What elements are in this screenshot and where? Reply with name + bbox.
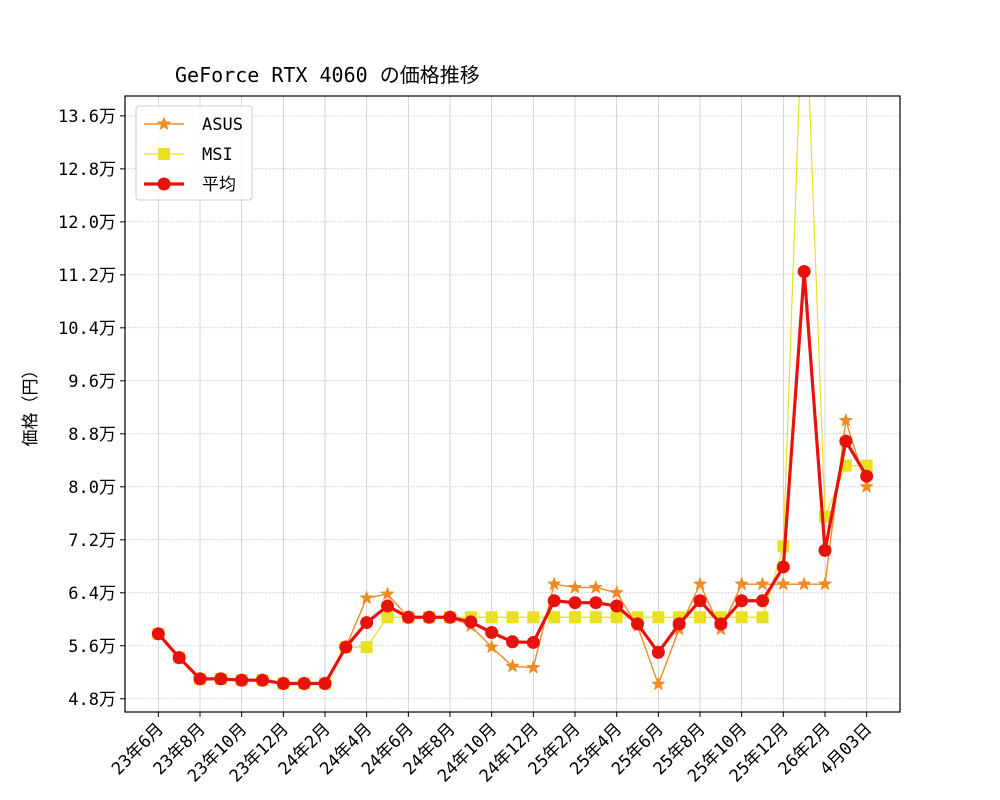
data-point — [443, 610, 457, 624]
series-star — [150, 412, 875, 691]
series-circle — [151, 265, 874, 691]
data-point — [672, 617, 686, 631]
data-point — [610, 611, 623, 624]
data-point — [610, 599, 624, 613]
y-tick-label: 4.8万 — [68, 690, 116, 710]
data-point — [548, 611, 561, 624]
data-point — [527, 611, 540, 624]
data-point — [588, 579, 604, 594]
data-point — [297, 677, 311, 691]
data-point — [567, 579, 583, 594]
y-tick-label: 10.4万 — [58, 319, 116, 339]
y-tick-label: 9.6万 — [68, 372, 116, 392]
data-point — [214, 672, 228, 686]
y-tick-label: 8.8万 — [68, 425, 116, 445]
data-point — [589, 596, 603, 610]
data-point — [360, 641, 373, 654]
data-point — [817, 576, 833, 591]
plot-frame — [124, 95, 901, 713]
data-point — [506, 635, 519, 649]
data-point — [506, 611, 519, 624]
legend: ASUS MSI 平均 — [135, 105, 253, 201]
y-tick-label: 6.4万 — [68, 584, 116, 604]
data-point — [422, 610, 436, 624]
data-point — [797, 265, 811, 279]
data-point — [631, 617, 644, 631]
grid-layer — [125, 96, 900, 712]
data-point — [151, 627, 165, 641]
y-tick-label: 5.6万 — [68, 637, 116, 657]
legend-label: 平均 — [202, 175, 236, 195]
data-point — [339, 640, 353, 654]
data-point — [485, 626, 499, 640]
data-point — [526, 635, 540, 649]
data-point — [318, 677, 332, 691]
data-point — [380, 586, 395, 601]
data-point — [360, 616, 374, 630]
data-point — [652, 611, 665, 624]
data-point — [838, 412, 854, 427]
data-point — [464, 615, 478, 629]
data-point — [359, 590, 375, 605]
data-point — [547, 594, 561, 608]
series-layer — [150, 96, 875, 691]
data-point — [735, 594, 749, 608]
data-point — [693, 594, 707, 608]
data-point — [651, 645, 665, 659]
data-point — [756, 594, 769, 608]
data-point — [755, 576, 770, 591]
data-point — [860, 469, 874, 483]
data-point — [775, 576, 791, 591]
data-point — [276, 677, 290, 691]
y-tick-label: 12.8万 — [58, 160, 116, 180]
data-point — [546, 576, 562, 591]
data-point — [589, 611, 602, 624]
y-tick-label: 7.2万 — [68, 531, 116, 551]
data-point — [484, 639, 500, 654]
data-point — [193, 672, 207, 686]
data-point — [505, 658, 520, 673]
legend-swatch-marker — [158, 148, 170, 160]
series-line — [157, 96, 867, 685]
data-point — [609, 585, 625, 600]
data-point — [235, 673, 249, 687]
data-point — [756, 611, 769, 624]
data-point — [381, 599, 394, 613]
data-point — [525, 659, 541, 674]
legend-box — [135, 105, 253, 201]
data-point — [694, 611, 706, 624]
data-point — [650, 676, 666, 691]
y-tick-label: 12.0万 — [58, 213, 116, 233]
y-axis-label: 価格（円） — [21, 362, 41, 447]
y-tick-label: 13.6万 — [58, 107, 116, 127]
data-point — [859, 479, 875, 494]
data-point — [485, 611, 498, 624]
legend-swatch-marker — [157, 177, 171, 191]
legend-label: MSI — [202, 145, 233, 165]
data-point — [172, 651, 186, 665]
data-point — [381, 611, 394, 624]
data-point — [568, 596, 582, 610]
data-point — [796, 576, 812, 591]
y-tick-label: 11.2万 — [58, 266, 116, 286]
data-point — [569, 611, 581, 624]
legend-label: ASUS — [202, 115, 243, 135]
data-point — [256, 673, 269, 687]
data-point — [839, 434, 853, 448]
y-tick-label: 8.0万 — [68, 478, 116, 498]
data-point — [714, 617, 728, 631]
chart-title: GeForce RTX 4060 の価格推移 — [175, 63, 480, 87]
data-point — [401, 610, 415, 624]
data-point — [692, 576, 708, 591]
data-point — [776, 560, 790, 574]
data-point — [734, 576, 750, 591]
legend-swatch-marker — [156, 116, 172, 131]
data-point — [735, 611, 748, 624]
data-point — [818, 543, 832, 557]
